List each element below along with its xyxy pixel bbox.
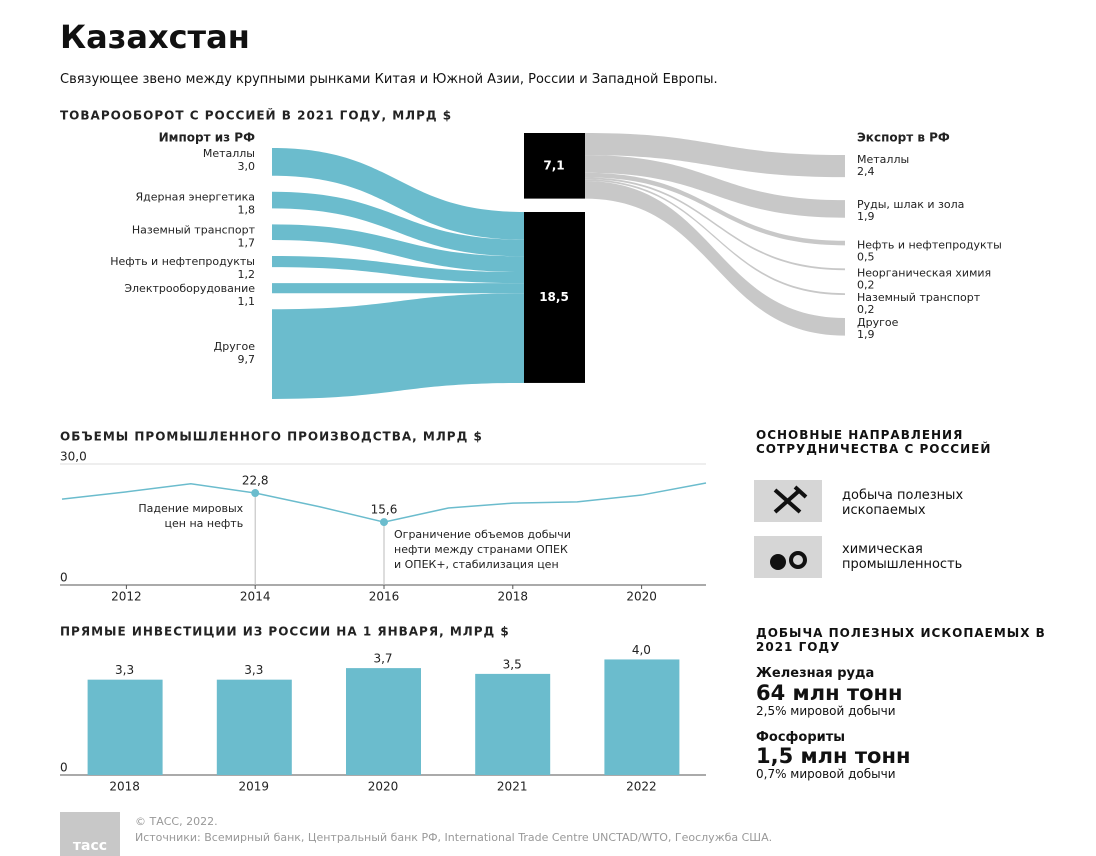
value-label: 2,4 <box>857 165 875 178</box>
mining-share: 2,5% мировой добычи <box>756 704 896 718</box>
category-label: Наземный транспорт <box>132 223 256 236</box>
value-label: 1,8 <box>238 204 256 217</box>
value-label: 1,7 <box>238 236 256 249</box>
annotation: цен на нефть <box>165 517 244 530</box>
point <box>380 518 388 527</box>
x-tick-label: 2020 <box>626 590 657 604</box>
logo-box <box>60 812 120 856</box>
line-title: ОБЪЕМЫ ПРОМЫШЛЕННОГО ПРОИЗВОДСТВА, МЛРД … <box>60 430 483 444</box>
x-tick-label: 2019 <box>239 780 270 794</box>
value-label: 3,5 <box>503 657 522 671</box>
total-box <box>524 133 585 199</box>
total-label: 18,5 <box>539 290 569 304</box>
x-tick-label: 2018 <box>498 590 529 604</box>
icon-chemistry <box>754 536 822 578</box>
flow <box>272 191 524 257</box>
mining-share: 0,7% мировой добычи <box>756 767 896 781</box>
value-label: 1,2 <box>238 268 256 281</box>
value-label: 3,3 <box>244 663 263 677</box>
x-tick-label: 2016 <box>369 590 400 604</box>
y-tick-label: 0 <box>60 571 68 585</box>
icon-chemistry-gear <box>789 551 807 569</box>
mining-name: Железная руда <box>756 666 875 681</box>
value-label: 4,0 <box>632 643 651 657</box>
flow <box>272 283 524 294</box>
value-label: 1,9 <box>857 328 875 341</box>
sankey-title: ТОВАРООБОРОТ С РОССИЕЙ В 2021 ГОДУ, МЛРД… <box>60 108 452 123</box>
category-label: Неорганическая химия <box>857 266 991 279</box>
total-box <box>524 212 585 383</box>
bar-title: ПРЯМЫЕ ИНВЕСТИЦИИ ИЗ РОССИИ НА 1 ЯНВАРЯ,… <box>60 625 510 639</box>
category-label: Наземный транспорт <box>857 291 981 304</box>
category-label: Нефть и нефтепродукты <box>110 255 255 268</box>
flow <box>585 172 845 246</box>
import-label: Импорт из РФ <box>159 131 255 145</box>
category-label: Ядерная энергетика <box>135 191 255 204</box>
annotation: Падение мировых <box>138 502 243 515</box>
annotation: и ОПЕК+, стабилизация цен <box>394 558 559 571</box>
value-label: 1,9 <box>857 210 875 223</box>
bar <box>475 673 551 775</box>
flow <box>585 155 845 218</box>
x-tick-label: 2012 <box>111 590 142 604</box>
point <box>251 489 260 498</box>
logo: тасс <box>73 838 107 854</box>
value-label: 3,7 <box>373 652 392 666</box>
flow <box>585 181 845 336</box>
value-label: 15,6 <box>371 503 398 517</box>
category-label: Металлы <box>203 147 255 160</box>
cooperation-item: добыча полезных ископаемых <box>842 488 964 518</box>
x-tick-label: 2022 <box>626 780 657 794</box>
flow <box>585 179 845 296</box>
copyright: © ТАСС, 2022. <box>135 815 218 828</box>
total-label: 7,1 <box>543 158 564 172</box>
value-label: 3,3 <box>115 663 134 677</box>
flow <box>272 293 524 399</box>
icon-chemistry-glyph <box>770 554 786 570</box>
flow <box>585 177 845 271</box>
x-tick-label: 2014 <box>240 590 271 604</box>
mining-amount: 64 млн тонн <box>756 681 903 705</box>
export-label: Экспорт в РФ <box>857 131 950 145</box>
category-label: Другое <box>857 316 899 329</box>
flow <box>272 148 524 240</box>
subtitle: Связующее звено между крупными рынками К… <box>60 72 718 87</box>
title: Казахстан <box>60 18 250 56</box>
flow <box>272 256 524 284</box>
x-tick-label: 2020 <box>368 780 399 794</box>
value-label: 1,1 <box>238 295 256 308</box>
flow <box>585 133 845 178</box>
mining-amount: 1,5 млн тонн <box>756 744 911 768</box>
category-label: Другое <box>214 340 256 353</box>
mining-name: Фосфориты <box>756 730 846 745</box>
bar <box>216 679 292 775</box>
value-label: 3,0 <box>238 160 256 173</box>
y-tick-label: 30,0 <box>60 450 87 464</box>
sources: Источники: Всемирный банк, Центральный б… <box>135 831 772 844</box>
cooperation-item: химическая промышленность <box>842 542 963 572</box>
category-label: Руды, шлак и зола <box>857 198 964 211</box>
value-label: 0,2 <box>857 278 875 291</box>
annotation: Ограничение объемов добычи <box>394 528 571 541</box>
category-label: Металлы <box>857 153 909 166</box>
annotation: нефти между странами ОПЕК <box>394 543 568 556</box>
x-tick-label: 2018 <box>109 780 140 794</box>
flow <box>272 224 524 273</box>
value-label: 9,7 <box>238 353 256 366</box>
value-label: 22,8 <box>242 474 269 488</box>
value-label: 0,5 <box>857 251 875 264</box>
category-label: Электрооборудование <box>124 282 255 295</box>
bar <box>604 659 680 775</box>
value-label: 0,2 <box>857 303 875 316</box>
category-label: Нефть и нефтепродукты <box>857 239 1002 252</box>
x-tick-label: 2021 <box>497 780 528 794</box>
cooperation-title: ОСНОВНЫЕ НАПРАВЛЕНИЯ СОТРУДНИЧЕСТВА С РО… <box>756 428 992 456</box>
bar <box>87 679 163 775</box>
bar <box>346 668 421 775</box>
icon-mining-glyph <box>773 485 808 514</box>
y-tick-label: 0 <box>60 761 68 775</box>
mining-title: ДОБЫЧА ПОЛЕЗНЫХ ИСКОПАЕМЫХ В 2021 ГОДУ <box>756 626 1046 654</box>
